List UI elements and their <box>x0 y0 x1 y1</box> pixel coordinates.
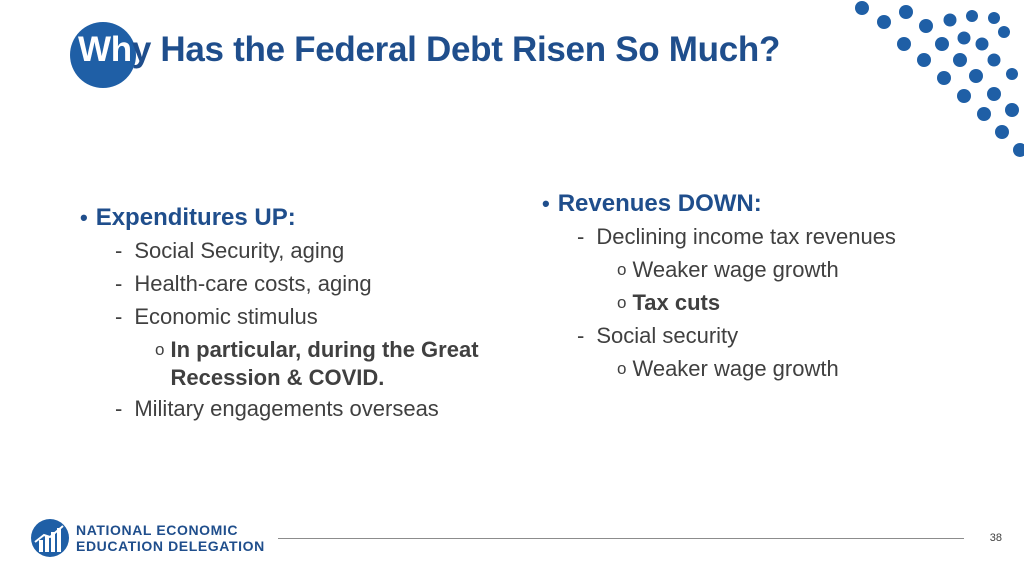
bullet-icon: • <box>542 191 550 216</box>
expenditures-column: • Expenditures UP: - Social Security, agi… <box>80 201 520 425</box>
slide-title: Why Has the Federal Debt Risen So Much? <box>78 30 780 70</box>
circle-bullet-icon: o <box>617 260 627 279</box>
expenditures-heading: • Expenditures UP: <box>80 201 520 234</box>
revenues-column: • Revenues DOWN: - Declining income tax r… <box>542 187 982 385</box>
list-item: - Social security <box>577 323 739 348</box>
title-rest: y Has the Federal Debt Risen So Much? <box>131 30 781 69</box>
nede-logo-icon <box>31 519 69 557</box>
sub-list-item: o Weaker wage growth <box>542 352 982 385</box>
sub-list-item: o Tax cuts <box>542 286 982 319</box>
circle-bullet-icon: o <box>617 359 627 378</box>
list-item: - Declining income tax revenues <box>577 224 896 249</box>
list-item: - Economic stimulus <box>115 304 318 329</box>
list-item: - Health-care costs, aging <box>115 271 372 296</box>
footer-divider <box>278 538 964 539</box>
title-accent-circle <box>70 22 136 88</box>
title-prefix: Wh <box>78 30 132 69</box>
sub-list-item: o In particular, during the Great Recess… <box>80 333 520 392</box>
decorative-dots <box>855 1 1024 157</box>
sub-list-item: o Weaker wage growth <box>542 253 982 286</box>
bullet-icon: • <box>80 205 88 230</box>
circle-bullet-icon: o <box>155 340 165 359</box>
logo-wordmark: NATIONAL ECONOMIC EDUCATION DELEGATION <box>76 522 265 554</box>
list-item: - Social Security, aging <box>115 238 345 263</box>
revenues-heading: • Revenues DOWN: <box>542 187 982 220</box>
circle-bullet-icon: o <box>617 293 627 312</box>
list-item: - Military engagements overseas <box>115 396 439 421</box>
page-number: 38 <box>989 532 1002 544</box>
